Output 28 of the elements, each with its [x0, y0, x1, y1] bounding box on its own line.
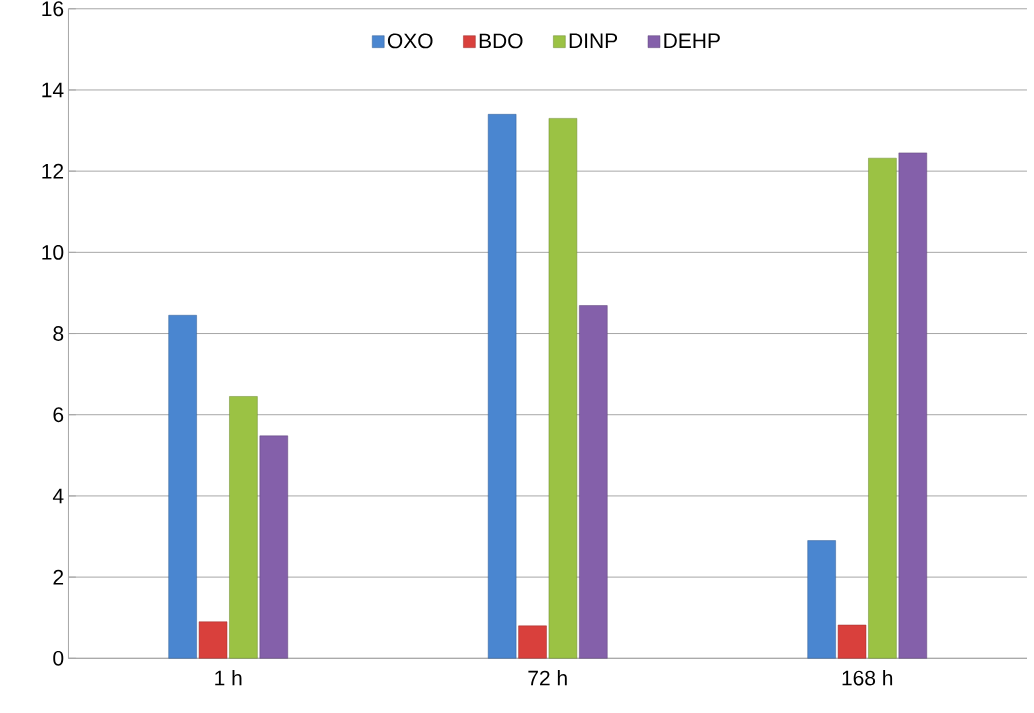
- bar: [898, 152, 928, 659]
- x-tick-label: 168 h: [842, 670, 893, 686]
- x-tick-label: 72 h: [528, 670, 567, 686]
- legend-label: OXO: [387, 33, 433, 49]
- y-tick-label: 16: [42, 1, 64, 17]
- y-tick-label: 12: [42, 163, 64, 179]
- y-tick-label: 6: [53, 407, 64, 423]
- bar: [259, 435, 289, 659]
- legend-label: BDO: [479, 33, 523, 49]
- x-tick-label: 1 h: [215, 670, 242, 686]
- bar: [198, 621, 228, 659]
- bar: [807, 540, 836, 659]
- y-tick-label: 14: [42, 82, 64, 98]
- y-tick-label: 10: [42, 245, 64, 260]
- bar: [518, 625, 547, 659]
- bar: [868, 158, 897, 659]
- bar: [229, 396, 258, 659]
- bar: [168, 315, 197, 659]
- y-tick-label: 8: [53, 326, 64, 342]
- bar: [837, 624, 867, 659]
- bar: [548, 118, 578, 659]
- y-tick-label: 0: [53, 651, 64, 666]
- legend-label: DINP: [569, 33, 618, 49]
- bar: [487, 114, 517, 659]
- y-tick-label: 4: [52, 488, 64, 504]
- legend-label: DEHP: [664, 33, 720, 49]
- bar: [579, 305, 608, 659]
- y-tick-label: 2: [53, 569, 64, 585]
